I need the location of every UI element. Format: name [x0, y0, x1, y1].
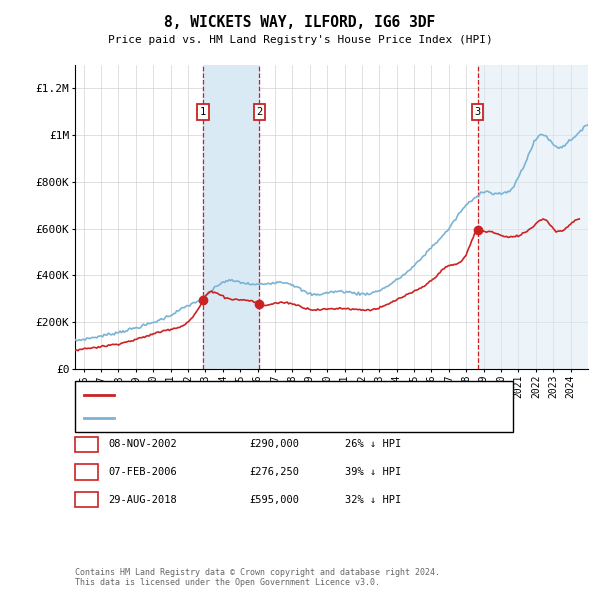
Text: 32% ↓ HPI: 32% ↓ HPI: [345, 495, 401, 504]
Text: 8, WICKETS WAY, ILFORD, IG6 3DF: 8, WICKETS WAY, ILFORD, IG6 3DF: [164, 15, 436, 30]
Text: 08-NOV-2002: 08-NOV-2002: [108, 440, 177, 449]
Text: HPI: Average price, detached house, Redbridge: HPI: Average price, detached house, Redb…: [120, 412, 390, 422]
Text: 07-FEB-2006: 07-FEB-2006: [108, 467, 177, 477]
Text: 8, WICKETS WAY, ILFORD, IG6 3DF (detached house): 8, WICKETS WAY, ILFORD, IG6 3DF (detache…: [120, 390, 408, 400]
Text: 1: 1: [200, 107, 206, 117]
Text: 29-AUG-2018: 29-AUG-2018: [108, 495, 177, 504]
Text: £595,000: £595,000: [249, 495, 299, 504]
Text: 2: 2: [256, 107, 262, 117]
Bar: [478, 65, 588, 369]
Text: £290,000: £290,000: [249, 440, 299, 449]
Text: 2: 2: [83, 467, 89, 477]
Text: 39% ↓ HPI: 39% ↓ HPI: [345, 467, 401, 477]
Text: 1: 1: [83, 440, 89, 449]
Text: 26% ↓ HPI: 26% ↓ HPI: [345, 440, 401, 449]
Text: 3: 3: [83, 495, 89, 504]
Text: 3: 3: [475, 107, 481, 117]
Text: Contains HM Land Registry data © Crown copyright and database right 2024.
This d: Contains HM Land Registry data © Crown c…: [75, 568, 440, 587]
Text: £276,250: £276,250: [249, 467, 299, 477]
Text: Price paid vs. HM Land Registry's House Price Index (HPI): Price paid vs. HM Land Registry's House …: [107, 35, 493, 45]
Bar: [203, 65, 259, 369]
